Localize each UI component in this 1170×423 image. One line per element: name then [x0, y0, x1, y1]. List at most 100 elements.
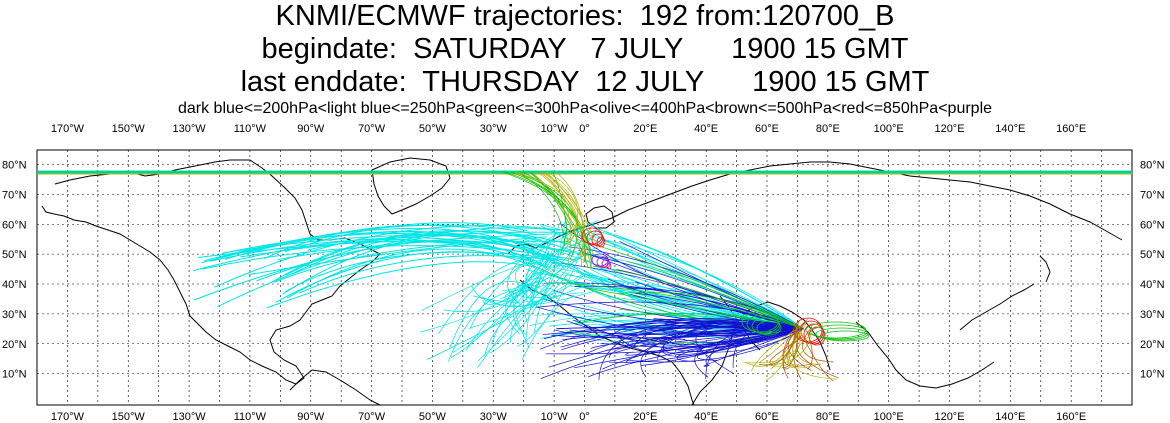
trajectory-loop	[751, 317, 781, 335]
trajectory	[555, 171, 584, 257]
lat-label-left: 40°N	[2, 279, 27, 291]
lat-label-left: 60°N	[2, 219, 27, 231]
trajectory	[533, 253, 600, 333]
lat-label-left: 10°N	[2, 369, 27, 381]
trajectory	[548, 323, 804, 368]
trajectory	[781, 323, 799, 369]
trajectory	[547, 171, 579, 246]
lon-label-top: 60°E	[755, 123, 779, 135]
trajectory	[593, 265, 804, 330]
lon-label-bottom: 30°W	[480, 411, 508, 423]
trajectory	[491, 278, 551, 344]
axis-labels: 170°W 170°W 150°W 150°W 130°W 130°W 110°W 110°W…	[2, 123, 1165, 423]
trajectory-loop	[596, 236, 606, 248]
trajectory	[787, 335, 821, 369]
trajectory	[796, 334, 839, 379]
title-line-2: begindate: SATURDAY 7 JULY 1900 15 GMT	[261, 33, 909, 65]
trajectory	[489, 220, 566, 354]
trajectory	[471, 285, 598, 307]
coastline	[959, 283, 1035, 331]
lon-label-top: 160°E	[1056, 123, 1086, 135]
trajectory	[468, 280, 597, 329]
lon-label-top: 40°E	[694, 123, 718, 135]
trajectory	[635, 292, 804, 330]
trajectory	[546, 171, 593, 241]
trajectories	[37, 170, 1132, 382]
lon-label-top: 170°W	[51, 123, 85, 135]
lon-label-top: 30°W	[480, 123, 508, 135]
lon-label-top: 0°	[579, 123, 590, 135]
trajectory	[528, 171, 589, 268]
trajectory	[568, 246, 804, 330]
lon-label-bottom: 40°E	[694, 411, 718, 423]
trajectory	[507, 272, 587, 299]
trajectory	[536, 171, 592, 270]
lon-label-top: 110°W	[234, 123, 267, 135]
lat-label-right: 80°N	[1140, 160, 1165, 172]
trajectory	[767, 322, 813, 366]
lon-label-bottom: 10°W	[541, 411, 569, 423]
coastline	[289, 369, 381, 406]
trajectory-loop	[606, 262, 612, 270]
trajectory	[215, 227, 560, 266]
lon-label-top: 120°E	[934, 123, 964, 135]
lat-label-right: 40°N	[1140, 279, 1165, 291]
trajectory	[447, 289, 552, 362]
trajectory	[449, 280, 543, 349]
coastline	[855, 321, 995, 389]
trajectory-loop	[586, 230, 604, 246]
trajectory	[652, 328, 804, 348]
trajectory	[450, 221, 562, 359]
trajectory	[609, 328, 804, 363]
lon-label-top: 100°E	[874, 123, 904, 135]
trajectory	[275, 251, 532, 303]
trajectory	[525, 230, 571, 302]
trajectory	[514, 171, 583, 267]
title-line-1: KNMI/ECMWF trajectories: 192 from:120700…	[275, 0, 895, 32]
lon-label-bottom: 100°E	[874, 411, 904, 423]
lon-label-bottom: 20°E	[633, 411, 657, 423]
trajectory	[607, 320, 804, 330]
trajectory	[586, 222, 804, 330]
trajectory	[214, 224, 561, 288]
trajectory	[502, 171, 593, 263]
coastline	[41, 159, 381, 385]
coastlines	[41, 157, 1123, 406]
trajectory	[705, 328, 804, 365]
trajectory	[522, 171, 567, 255]
lat-label-right: 30°N	[1140, 309, 1165, 321]
lon-label-top: 90°W	[297, 123, 325, 135]
lon-label-top: 20°E	[633, 123, 657, 135]
lon-label-bottom: 160°E	[1056, 411, 1086, 423]
trajectory	[286, 248, 528, 299]
trajectory	[224, 231, 572, 260]
trajectory	[796, 324, 834, 382]
trajectory	[427, 273, 583, 360]
trajectory	[653, 318, 804, 330]
trajectory	[502, 240, 549, 291]
trajectory	[421, 259, 550, 311]
lon-label-bottom: 80°E	[816, 411, 840, 423]
trajectory	[611, 322, 804, 336]
coastline	[371, 157, 451, 215]
trajectory	[274, 240, 571, 283]
trajectory	[572, 228, 804, 330]
lon-label-bottom: 140°E	[995, 411, 1025, 423]
lon-label-bottom: 70°W	[358, 411, 386, 423]
lon-label-bottom: 0°	[579, 411, 590, 423]
trajectory-loop	[756, 320, 782, 336]
lat-label-right: 70°N	[1140, 189, 1165, 201]
trajectory	[802, 326, 834, 363]
trajectory	[579, 225, 804, 330]
trajectory	[201, 245, 578, 270]
trajectory	[569, 328, 804, 335]
trajectory	[746, 334, 798, 367]
lon-label-bottom: 150°W	[112, 411, 146, 423]
trajectory-loop	[815, 327, 869, 341]
lat-label-left: 80°N	[2, 160, 27, 172]
coastline	[1039, 255, 1051, 283]
trajectory	[782, 319, 808, 379]
lon-label-bottom: 60°E	[755, 411, 779, 423]
trajectory	[584, 253, 804, 330]
